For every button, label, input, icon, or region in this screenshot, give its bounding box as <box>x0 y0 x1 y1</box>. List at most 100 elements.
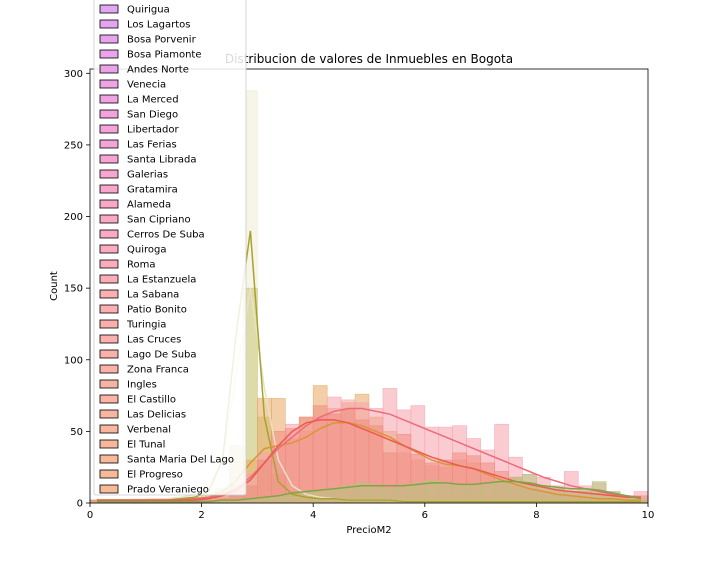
legend-swatch <box>99 304 119 314</box>
legend-swatch <box>99 394 119 404</box>
legend-swatch <box>99 214 119 224</box>
legend-item: Gratamira <box>99 185 178 196</box>
legend-label: Verbenal <box>127 425 171 436</box>
legend-label: El Tunal <box>127 440 165 451</box>
bar <box>410 482 426 504</box>
y-axis-label: Count <box>49 271 60 301</box>
legend-item: Las Cruces <box>99 334 181 346</box>
legend-item: Andes Norte <box>99 64 189 76</box>
legend-item: Las Ferias <box>99 139 177 151</box>
legend-item: San Cipriano <box>99 214 191 226</box>
legend-swatch <box>99 109 119 119</box>
legend-swatch <box>99 379 119 389</box>
legend-swatch <box>99 484 119 494</box>
legend-label: El Progreso <box>127 470 183 481</box>
legend-swatch <box>99 454 119 464</box>
legend-swatch <box>99 94 119 104</box>
legend-swatch <box>99 319 119 329</box>
legend-swatch <box>99 409 119 419</box>
x-tick-label: 10 <box>642 510 655 521</box>
legend-swatch <box>99 349 119 359</box>
legend-swatch <box>99 169 119 179</box>
legend-label: Bosa Piamonte <box>127 50 201 61</box>
y-tick-label: 300 <box>64 69 83 80</box>
legend-swatch <box>99 364 119 374</box>
legend-swatch <box>99 244 119 254</box>
x-tick-label: 4 <box>310 510 316 521</box>
x-axis-label: PrecioM2 <box>346 525 391 536</box>
legend-item: El Tunal <box>99 440 165 451</box>
legend-item: Venecia <box>99 80 166 91</box>
plot-frame <box>89 68 649 504</box>
legend-label: Bosa Porvenir <box>127 35 197 46</box>
bar <box>466 485 481 504</box>
legend: Quirigua Los Lagartos Bosa Porvenir Bosa Pi… <box>93 0 247 496</box>
y-tick-label: 150 <box>64 284 83 295</box>
legend-item: Zona Franca <box>99 364 189 376</box>
legend-label: La Merced <box>127 95 179 106</box>
legend-item: Lago De Suba <box>99 349 197 361</box>
legend-label: Santa Maria Del Lago <box>127 455 234 466</box>
legend-label: Las Delicias <box>127 410 186 421</box>
legend-label: Las Cruces <box>127 335 181 346</box>
legend-item: Bosa Porvenir <box>99 35 197 46</box>
legend-item: Santa Librada <box>99 154 196 166</box>
legend-item: Las Delicias <box>99 409 186 421</box>
y-tick-label: 0 <box>77 499 83 510</box>
legend-label: Los Lagartos <box>127 20 190 31</box>
legend-label: Alameda <box>127 200 171 211</box>
x-tick-label: 0 <box>87 510 93 521</box>
kde-line-1 <box>97 230 641 503</box>
legend-item: San Diego <box>99 109 178 121</box>
legend-label: La Estanzuela <box>127 275 196 286</box>
legend-item: Alameda <box>99 199 171 211</box>
bar <box>271 431 286 504</box>
bar <box>326 488 342 504</box>
legend-label: Cerros De Suba <box>127 230 205 241</box>
legend-swatch <box>99 64 119 74</box>
legend-label: San Cipriano <box>127 215 191 226</box>
legend-item: Quirigua <box>99 5 170 16</box>
legend-item: El Progreso <box>99 469 183 481</box>
y-tick-label: 100 <box>64 355 83 366</box>
kde-line-5 <box>97 480 642 503</box>
legend-item: Libertador <box>99 124 179 136</box>
legend-label: Galerias <box>127 170 168 181</box>
legend-swatch <box>99 154 119 164</box>
legend-swatch <box>99 424 119 434</box>
legend-label: Las Ferias <box>127 140 177 151</box>
bar <box>480 482 495 504</box>
legend-label: Andes Norte <box>127 65 189 76</box>
x-tick-label: 2 <box>198 510 204 521</box>
legend-swatch <box>99 124 119 134</box>
legend-item: Prado Veraniego <box>99 484 209 496</box>
legend-swatch <box>99 19 119 29</box>
legend-item: El Castillo <box>99 394 176 406</box>
y-tick-label: 200 <box>64 212 83 223</box>
legend-swatch <box>99 289 119 299</box>
legend-label: Prado Veraniego <box>127 485 209 496</box>
legend-item: La Merced <box>99 94 179 106</box>
legend-swatch <box>99 139 119 149</box>
legend-label: La Sabana <box>127 290 179 301</box>
legend-item: La Sabana <box>99 289 179 301</box>
legend-swatch <box>99 334 119 344</box>
legend-item: Patio Bonito <box>99 304 187 316</box>
x-tick-label: 8 <box>533 510 539 521</box>
legend-box <box>93 0 247 496</box>
legend-label: Patio Bonito <box>127 305 187 316</box>
legend-item: Santa Maria Del Lago <box>99 454 234 466</box>
legend-label: Turingia <box>126 320 166 331</box>
x-tick-label: 6 <box>422 510 428 521</box>
bar <box>452 485 467 504</box>
kde-line-4 <box>97 419 641 501</box>
legend-label: Libertador <box>127 125 179 136</box>
legend-swatch <box>99 469 119 479</box>
legend-swatch <box>99 199 119 209</box>
legend-item: Ingles <box>99 379 157 391</box>
legend-swatch <box>99 49 119 59</box>
legend-label: Zona Franca <box>127 365 189 376</box>
legend-label: Lago De Suba <box>127 350 197 361</box>
